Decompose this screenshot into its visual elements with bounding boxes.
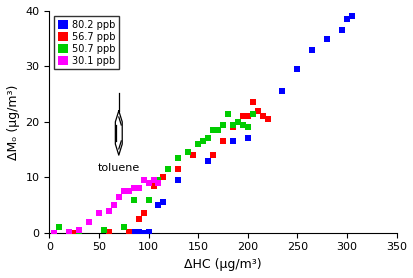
Point bbox=[150, 178, 157, 182]
Point bbox=[234, 120, 240, 124]
Point bbox=[135, 217, 142, 221]
Point bbox=[76, 230, 82, 235]
Point bbox=[150, 183, 157, 188]
Point bbox=[120, 189, 127, 193]
Point bbox=[160, 175, 166, 180]
Point bbox=[190, 153, 196, 157]
Point bbox=[219, 139, 226, 143]
Point bbox=[76, 230, 82, 234]
Point bbox=[209, 128, 216, 132]
Point bbox=[263, 117, 270, 121]
Point bbox=[175, 156, 181, 160]
Point bbox=[145, 197, 152, 202]
Point bbox=[224, 111, 231, 116]
Point bbox=[229, 139, 235, 143]
Point bbox=[110, 203, 117, 207]
Point bbox=[249, 100, 255, 105]
Point bbox=[214, 128, 221, 132]
Point bbox=[130, 197, 137, 202]
Point bbox=[155, 178, 161, 182]
Point bbox=[293, 67, 300, 71]
Point bbox=[140, 230, 147, 235]
Point bbox=[204, 136, 211, 141]
Legend: 80.2 ppb, 56.7 ppb, 50.7 ppb, 30.1 ppb: 80.2 ppb, 56.7 ppb, 50.7 ppb, 30.1 ppb bbox=[54, 16, 119, 70]
Point bbox=[160, 200, 166, 205]
Point bbox=[199, 139, 206, 143]
Point bbox=[130, 186, 137, 191]
Y-axis label: ΔMₒ (µg/m³): ΔMₒ (µg/m³) bbox=[7, 84, 20, 160]
Point bbox=[195, 142, 201, 146]
Point bbox=[278, 89, 285, 94]
Point bbox=[209, 153, 216, 157]
Point bbox=[51, 230, 57, 235]
Point bbox=[204, 158, 211, 163]
Text: toluene: toluene bbox=[97, 163, 140, 173]
Point bbox=[338, 28, 344, 33]
Point bbox=[145, 181, 152, 185]
Point bbox=[348, 14, 354, 19]
Point bbox=[343, 17, 349, 21]
Point bbox=[66, 230, 72, 234]
Point bbox=[95, 211, 102, 216]
Point bbox=[135, 230, 142, 234]
Point bbox=[185, 150, 191, 155]
X-axis label: ΔHC (µg/m³): ΔHC (µg/m³) bbox=[184, 258, 261, 271]
Point bbox=[100, 228, 107, 232]
Point bbox=[140, 211, 147, 216]
Point bbox=[175, 167, 181, 171]
Point bbox=[130, 229, 137, 234]
Point bbox=[145, 229, 152, 234]
Point bbox=[244, 125, 250, 130]
Point bbox=[259, 114, 265, 118]
Point bbox=[71, 230, 77, 235]
Point bbox=[204, 136, 211, 141]
Point bbox=[125, 189, 132, 193]
Point bbox=[259, 114, 265, 118]
Point bbox=[155, 181, 161, 185]
Point bbox=[219, 122, 226, 127]
Point bbox=[165, 167, 171, 171]
Point bbox=[239, 114, 245, 118]
Point bbox=[85, 219, 92, 224]
Point bbox=[263, 117, 270, 121]
Point bbox=[244, 114, 250, 118]
Point bbox=[155, 203, 161, 207]
Point bbox=[105, 208, 112, 213]
Point bbox=[229, 125, 235, 130]
Point bbox=[105, 230, 112, 234]
Point bbox=[175, 178, 181, 182]
Point bbox=[308, 48, 315, 52]
Point bbox=[323, 36, 330, 41]
Point bbox=[239, 122, 245, 127]
Point bbox=[140, 178, 147, 182]
Point bbox=[229, 122, 235, 127]
Point bbox=[135, 186, 142, 191]
Point bbox=[249, 111, 255, 116]
Point bbox=[199, 139, 206, 143]
Point bbox=[56, 225, 62, 229]
Point bbox=[120, 225, 127, 229]
Point bbox=[244, 136, 250, 141]
Point bbox=[125, 229, 132, 234]
Point bbox=[76, 228, 82, 232]
Point bbox=[115, 195, 122, 199]
Point bbox=[254, 108, 260, 113]
